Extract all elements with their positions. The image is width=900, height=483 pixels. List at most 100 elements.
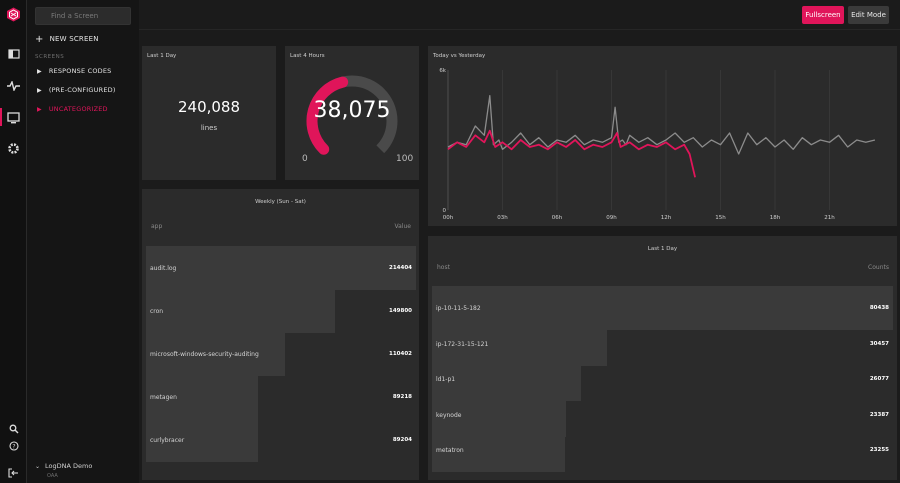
- row-value: 110402: [389, 351, 412, 357]
- row-label: microsoft-windows-security-auditing: [150, 351, 259, 358]
- row-label: audit.log: [150, 265, 177, 272]
- row-value: 23255: [869, 447, 889, 453]
- row-value: 80438: [869, 305, 889, 311]
- screens-icon[interactable]: [6, 110, 21, 125]
- gauge-min-label: 0: [302, 154, 308, 164]
- gauge-max-label: 100: [396, 154, 414, 164]
- active-indicator: [0, 108, 2, 126]
- row-bar: [146, 375, 259, 419]
- help-icon[interactable]: ?: [6, 438, 21, 453]
- x-tick-label: 00h: [443, 215, 454, 221]
- svg-text:?: ?: [12, 443, 15, 450]
- search-icon[interactable]: [6, 421, 21, 436]
- x-tick-label: 21h: [824, 215, 835, 221]
- x-tick-label: 12h: [661, 215, 672, 221]
- row-value: 30457: [869, 340, 889, 347]
- caret-right-icon: ▶: [37, 67, 42, 75]
- organization-switcher[interactable]: ⌄ LogDNA Demo: [35, 462, 92, 470]
- widget-title: Today vs Yesterday: [433, 53, 486, 59]
- row-label: metagen: [150, 394, 177, 401]
- screens-sidebar: + NEW SCREEN SCREENS ▶ RESPONSE CODES ▶ …: [27, 0, 139, 483]
- column-header-app: app: [151, 223, 163, 230]
- table-row[interactable]: audit.log 214404: [146, 246, 416, 290]
- x-tick-label: 18h: [770, 215, 781, 221]
- row-bar: [146, 418, 259, 462]
- table-row[interactable]: cron 149800: [146, 289, 416, 333]
- sidebar-item-label: (PRE-CONFIGURED): [48, 86, 116, 94]
- host-table-widget[interactable]: Last 1 Day host Counts ip-10-11-5-182 804…: [428, 236, 897, 480]
- new-screen-button[interactable]: + NEW SCREEN: [35, 33, 99, 45]
- table-row[interactable]: metatron 23255: [432, 428, 893, 472]
- x-tick-label: 09h: [606, 215, 617, 221]
- gauge-value: 38,075: [313, 98, 391, 123]
- row-bar: [146, 246, 416, 290]
- find-screen-input[interactable]: [35, 7, 131, 25]
- series-yesterday-line: [447, 95, 876, 155]
- row-label: metatron: [436, 447, 464, 454]
- logdna-logo-icon[interactable]: [6, 7, 21, 22]
- sidebar-item-label: UNCATEGORIZED: [48, 105, 108, 113]
- column-header-host: host: [437, 264, 450, 271]
- row-value: 214404: [389, 265, 412, 271]
- row-bar: [146, 289, 335, 333]
- sidebar-item-response-codes[interactable]: ▶ RESPONSE CODES: [37, 67, 111, 75]
- edit-mode-button[interactable]: Edit Mode: [848, 6, 889, 24]
- count-unit: lines: [200, 124, 218, 132]
- caret-right-icon: ▶: [37, 105, 42, 113]
- organization-sub: OAA: [47, 473, 58, 479]
- row-label: ip-172-31-15-121: [436, 340, 489, 348]
- row-value: 89204: [392, 437, 412, 443]
- new-screen-label: NEW SCREEN: [49, 35, 99, 43]
- column-header-value: Value: [394, 223, 411, 230]
- sidebar-item-uncategorized[interactable]: ▶ UNCATEGORIZED: [37, 105, 108, 113]
- widget-title: Last 1 Day: [647, 246, 678, 252]
- row-label: ld1-p1: [436, 376, 456, 383]
- logout-icon[interactable]: [6, 465, 21, 480]
- row-label: curlybracer: [150, 437, 185, 444]
- weekly-table-widget[interactable]: Weekly (Sun - Sat) app Value audit.log 21…: [142, 189, 419, 480]
- sidebar-item-label: RESPONSE CODES: [48, 67, 112, 75]
- row-label: ip-10-11-5-182: [436, 305, 481, 312]
- widget-title: Last 1 Day: [147, 53, 177, 59]
- row-label: keynode: [436, 411, 462, 419]
- table-row[interactable]: curlybracer 89204: [146, 418, 416, 462]
- row-value: 26077: [869, 376, 889, 382]
- sidebar-item-pre-configured[interactable]: ▶ (PRE-CONFIGURED): [37, 86, 116, 94]
- x-tick-label: 06h: [552, 215, 563, 221]
- table-row[interactable]: metagen 89218: [146, 375, 416, 419]
- plus-icon: +: [35, 33, 44, 45]
- row-bar: [432, 428, 566, 472]
- column-header-counts: Counts: [868, 264, 889, 271]
- y-tick-label: 0: [443, 208, 447, 214]
- count-value: 240,088: [177, 98, 241, 116]
- widget-title: Last 4 Hours: [290, 53, 325, 59]
- row-value: 23387: [869, 411, 889, 418]
- row-value: 89218: [392, 394, 412, 400]
- line-chart: 00h 03h 06h 09h 12h 15h 18h 21h 0 6k: [439, 68, 876, 221]
- table-row[interactable]: microsoft-windows-security-auditing 11040…: [146, 332, 416, 376]
- y-tick-label: 6k: [439, 68, 446, 74]
- widget-title: Weekly (Sun - Sat): [255, 199, 306, 205]
- settings-gear-icon[interactable]: [6, 141, 21, 156]
- chevron-down-icon: ⌄: [35, 462, 41, 470]
- series-today-line: [447, 129, 696, 178]
- row-bar: [146, 332, 286, 376]
- x-tick-label: 15h: [715, 215, 726, 221]
- today-vs-yesterday-widget[interactable]: Today vs Yesterday 00h 03h 06h 09h 12h 15h 18h…: [428, 46, 897, 226]
- icon-rail: ?: [0, 0, 27, 483]
- search-box: [35, 7, 131, 25]
- graphs-icon[interactable]: [6, 78, 21, 93]
- organization-name: LogDNA Demo: [45, 462, 93, 470]
- gauge-chart: [306, 75, 398, 155]
- caret-right-icon: ▶: [37, 86, 42, 94]
- gauge-widget[interactable]: Last 4 Hours 38,075 0 100: [285, 46, 419, 180]
- count-widget[interactable]: Last 1 Day 240,088 lines: [142, 46, 276, 180]
- fullscreen-button[interactable]: Fullscreen: [802, 6, 844, 24]
- gauge-fill: [306, 76, 349, 155]
- x-tick-label: 03h: [497, 215, 508, 221]
- views-icon[interactable]: [6, 46, 21, 61]
- top-bar: Fullscreen Edit Mode: [139, 0, 900, 30]
- row-label: cron: [150, 308, 164, 315]
- row-value: 149800: [389, 308, 412, 314]
- screens-section-label: SCREENS: [35, 54, 65, 60]
